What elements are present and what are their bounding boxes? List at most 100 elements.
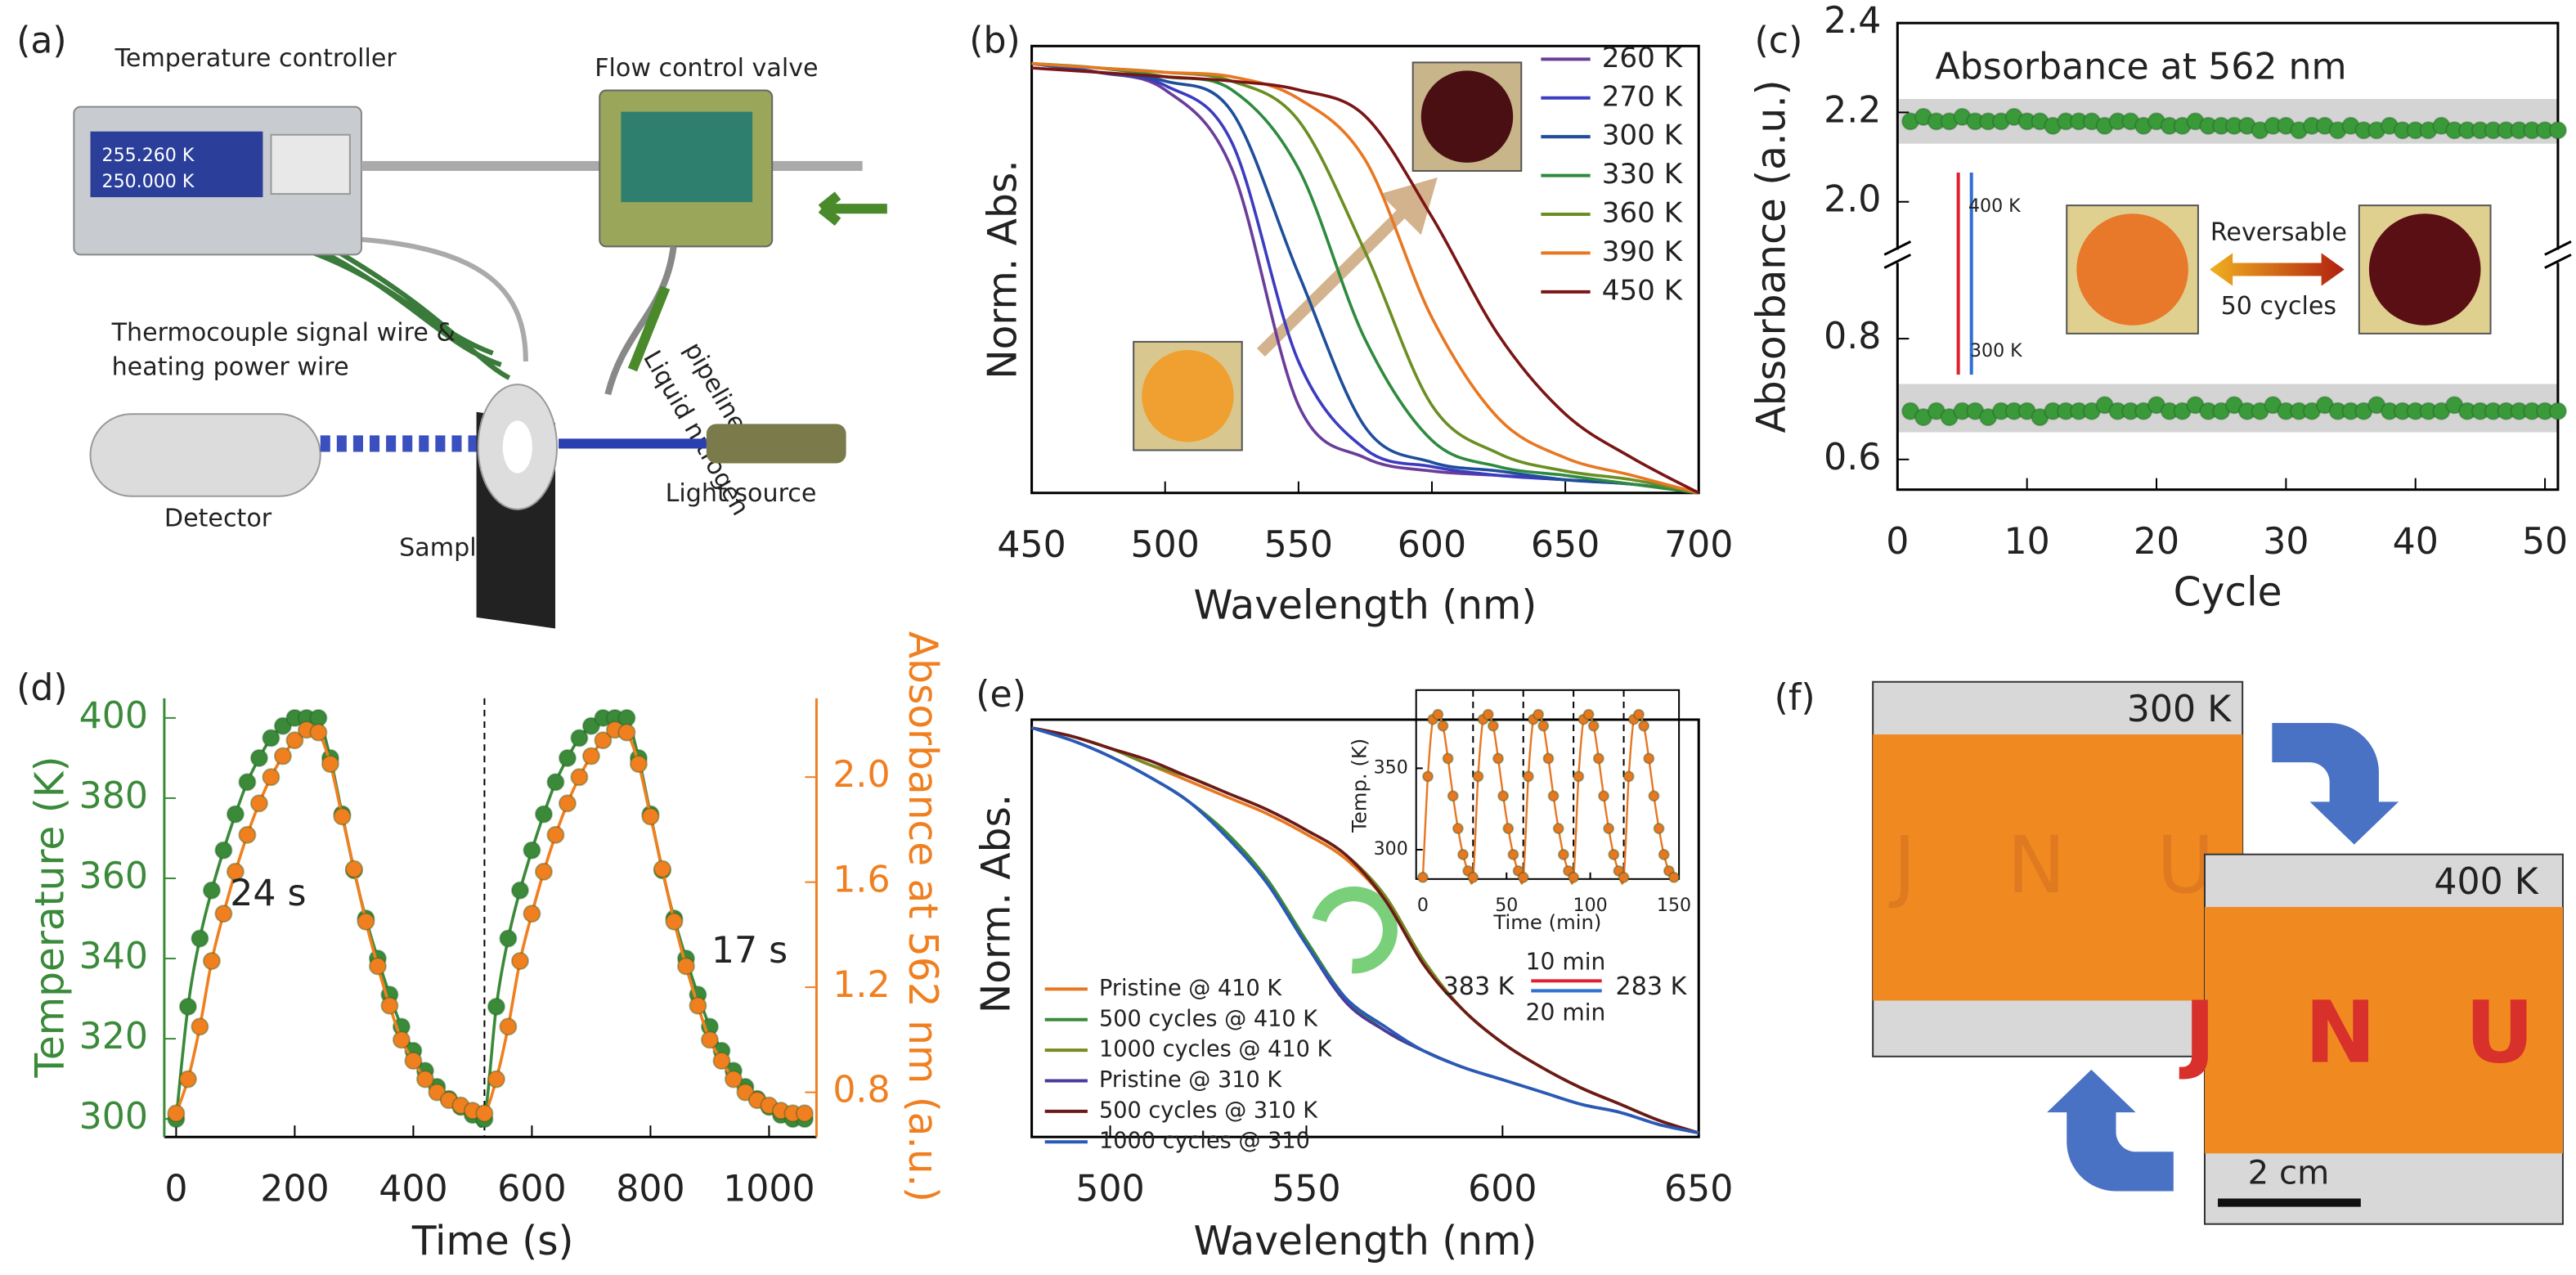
label: Temperature controller [114,44,397,73]
legend-label: Pristine @ 410 K [1099,976,1282,1001]
data-point [581,716,600,735]
data-point [1456,848,1470,860]
data-point [249,794,268,813]
y-tick-label: 0.8 [1824,316,1881,357]
annotation: 400 K [1968,195,2021,217]
axis-break [2544,240,2572,269]
x-tick-label: 30 [2263,521,2309,563]
readout: 255.260 K [102,145,195,166]
label: Flow control valve [595,54,818,83]
data-point [1547,790,1560,802]
data-point [1487,720,1499,732]
photo-letters: J N U [2179,982,2565,1082]
data-point [191,1017,209,1036]
data-point [178,997,197,1016]
data-point [178,1070,197,1089]
data-point [226,805,245,824]
data-point [1643,752,1655,765]
arrow [2272,722,2399,845]
x-axis-label: Wavelength (nm) [1193,582,1537,628]
axis-break [1884,249,1911,263]
y-tick-label: 350 [1374,756,1408,778]
plot-frame [1030,718,1700,1138]
data-point [428,1083,447,1102]
data-point [1552,823,1564,835]
x-tick-label: 550 [1272,1169,1340,1210]
legend-label: 390 K [1602,236,1684,268]
arrow [2047,1069,2174,1192]
data-point [1618,871,1630,883]
x-tick-label: 200 [260,1169,329,1210]
data-point [309,723,328,742]
data-point [736,1083,755,1102]
data-point [1472,770,1484,783]
panel-label: (d) [16,667,68,709]
data-point [795,1104,814,1123]
axis-break [1883,240,1912,269]
data-point [665,912,684,931]
data-point [617,723,636,742]
data-point [1648,790,1660,802]
series-line [1031,726,1699,1134]
arrow [818,191,887,226]
photo-label: 400 K [2434,861,2538,903]
data-point [344,860,363,878]
annotation: 20 min [1526,999,1606,1026]
data-point [321,755,339,774]
photo-film [2204,906,2563,1154]
x-tick-label: 500 [1075,1169,1144,1210]
label: Thermocouple signal wire & [111,318,456,347]
x-tick-label: 450 [997,524,1066,566]
x-tick-label: 650 [1531,524,1600,566]
y-tick-label: 300 [1374,838,1408,860]
annotation: Absorbance at 562 nm [1936,46,2347,88]
light-source [706,424,846,464]
detector [89,413,321,497]
data-point [1632,708,1645,721]
data-point [499,1017,518,1036]
photo-film [1873,734,2243,1001]
y-tick-label: 360 [79,855,148,897]
readout: 250.000 K [102,171,195,192]
x-tick-label: 10 [2004,521,2050,563]
data-point [570,729,589,747]
data-point [1482,708,1494,721]
y2-tick-label: 0.8 [832,1070,890,1111]
data-point [689,996,707,1015]
data-point [238,773,257,792]
y2-axis-label: Absorbance at 562 nm (a.u.) [900,631,945,1202]
legend-label: Pristine @ 310 K [1099,1067,1282,1093]
arrow [627,285,671,372]
data-point [262,768,280,787]
x-tick-label: 100 [1573,895,1608,916]
x-tick-label: 800 [616,1169,684,1210]
x-tick-label: 50 [1495,895,1518,916]
x-tick-label: 50 [2522,521,2568,563]
annotation: 383 K [1443,972,1515,1001]
annotation: 24 s [230,873,306,914]
data-point [357,912,375,931]
data-point [1557,848,1569,860]
y2-tick-label: 1.6 [832,860,890,901]
x-tick-label: 600 [497,1169,566,1210]
data-point [214,841,233,860]
series-line [1031,61,1699,495]
data-point [167,1104,186,1123]
data-point [1432,708,1444,721]
y-axis-label: Temp. (K) [1347,739,1371,833]
screen [621,111,753,203]
data-point [1421,770,1434,783]
annotation: 17 s [711,930,788,972]
data-point [1582,708,1595,721]
data-point [1502,823,1515,835]
data-point [226,862,245,881]
panel-label: (c) [1755,20,1803,61]
data-point [191,929,209,948]
data-point [1467,871,1479,883]
series-line [1031,66,1700,495]
data-point [1592,752,1604,765]
data-point [1638,720,1650,732]
data-point [629,755,648,774]
y-tick-label: 300 [79,1096,148,1138]
